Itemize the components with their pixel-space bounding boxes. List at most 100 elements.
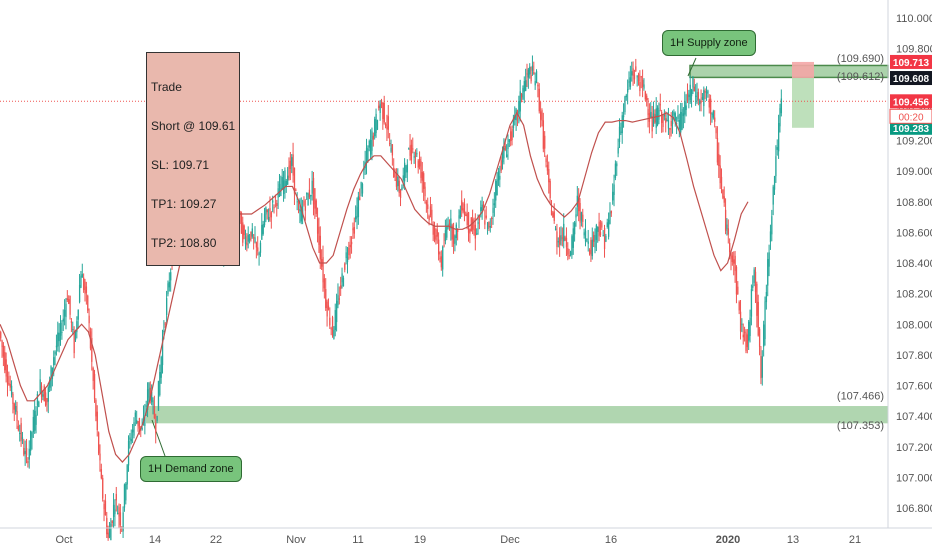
candle-body [703,90,705,107]
candle-body [711,114,713,116]
candle-body [107,532,109,539]
candle-body [341,273,343,283]
price-axis: 110.000109.800109.600109.400109.200109.0… [887,0,932,528]
candle-body [163,330,165,332]
candle-body [327,305,330,310]
candle-body [315,200,317,214]
candle-body [707,90,709,94]
candle-body [379,103,381,114]
price-tag-label: 109.608 [893,74,930,85]
price-tick-label: 109.200 [896,136,932,148]
candle-body [602,235,604,237]
candle-body [408,148,410,150]
candle-body [319,235,321,260]
candle-body [326,301,328,317]
candle-body [568,255,570,257]
candle-body [723,196,725,203]
time-tick-label: 19 [414,534,426,546]
candle-body [316,218,319,234]
candle-body [74,330,77,340]
candle-body [597,226,599,232]
candle-body [522,88,524,100]
candle-body [38,401,40,407]
candle-body [710,98,712,114]
candle-body [748,321,750,341]
candle-body [352,228,354,231]
candle-body [296,201,298,203]
time-tick-label: 11 [352,534,363,546]
candle-body [141,427,143,430]
candle-body [457,229,459,232]
candle-body [384,124,387,127]
candle-body [340,285,342,290]
candle-body [438,239,440,255]
candle-body [608,219,610,237]
candle-body [152,400,154,406]
candle-body [85,286,88,294]
candle-body [704,91,706,93]
candle-body [633,74,636,80]
candle-body [497,171,500,181]
candle-body [76,321,78,333]
candle-body [68,299,70,304]
candle-body [580,212,583,221]
candle-body [155,422,157,433]
candle-body [582,214,584,222]
candle-body [402,175,404,181]
moving-average-line [0,111,749,463]
candle-body [576,195,579,207]
candle-body [15,406,17,412]
candle-body [130,439,132,442]
candle-body [482,204,485,210]
candle-body [427,204,429,209]
candle-body [111,521,113,524]
candle-body [123,484,126,508]
candle-body [525,80,527,92]
trade-note: Trade Short @ 109.61 SL: 109.71 TP1: 109… [146,52,241,266]
candle-body [93,373,96,399]
candle-body [472,219,474,230]
candle-body [34,410,36,431]
candle-body [84,281,86,294]
candle-body [81,274,83,278]
candle-body [622,115,625,118]
candle-body [579,203,581,223]
candle-body [410,144,413,161]
candle-body [58,332,60,342]
candle-body [652,113,655,127]
candle-body [25,448,28,456]
candle-body [1,340,3,348]
candle-body [344,263,346,270]
candle-body [586,239,588,241]
candle-body [269,208,271,212]
candle-body [250,231,252,239]
candle-body [133,422,135,436]
candle-body [433,226,436,240]
candle-body [654,114,656,123]
time-tick-label: 22 [210,534,222,546]
candle-body [322,257,324,283]
candle-body [764,301,766,340]
candle-body [122,512,124,532]
candle-body [650,111,652,118]
candle-body [153,406,156,419]
supply-zone-callout: 1H Supply zone [662,30,756,56]
candle-body [712,110,715,118]
candle-body [310,194,312,197]
candle-body [53,357,55,366]
candle-body [157,380,160,411]
candle-body [272,200,274,203]
candle-body [65,303,67,318]
candle-body [287,175,289,185]
price-tick-label: 107.800 [896,350,932,362]
candle-body [724,209,727,231]
candle-body [613,184,615,195]
candle-body [129,437,131,440]
trade-note-line: TP2: 108.80 [151,236,217,250]
candle-body [625,95,627,98]
candle-body [556,231,558,247]
candle-body [325,289,327,309]
candle-body [114,509,116,515]
candle-body [266,209,268,213]
